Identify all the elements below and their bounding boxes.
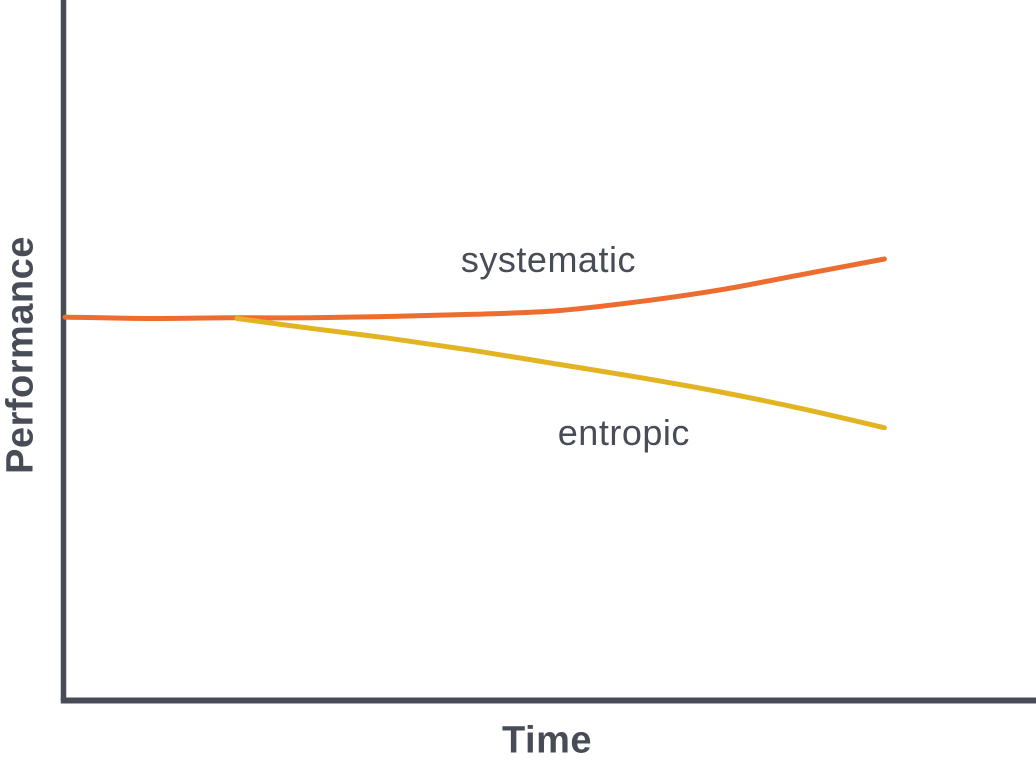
y-axis-label: Performance — [0, 236, 42, 474]
systematic-series-label: systematic — [460, 238, 636, 280]
systematic-line — [62, 256, 887, 322]
entropic-series-label: entropic — [557, 412, 690, 454]
entropic-line — [234, 316, 887, 431]
x-axis-label: Time — [501, 719, 593, 762]
